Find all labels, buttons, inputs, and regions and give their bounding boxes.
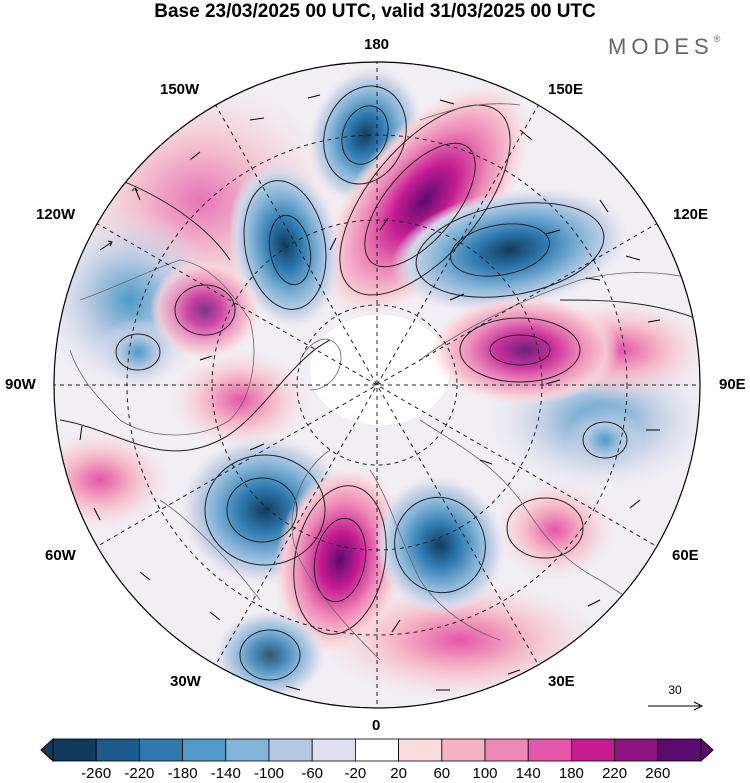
colorbar-swatch [614, 738, 659, 762]
colorbar-swatch [441, 738, 486, 762]
colorbar-tick-label: 20 [390, 765, 407, 782]
colorbar-tick-label: 180 [558, 765, 584, 782]
lon-label-60w: 60W [45, 547, 76, 564]
lon-label-90w: 90W [5, 376, 36, 393]
anomaly-low-south [215, 610, 325, 700]
lon-label-180: 180 [364, 36, 390, 53]
colorbar-tick-label: -60 [301, 765, 324, 782]
colorbar-swatch [484, 738, 529, 762]
colorbar-tick-label: -180 [167, 765, 198, 782]
colorbar-tick-label: -220 [124, 765, 155, 782]
vector-reference-arrow [648, 701, 704, 711]
colorbar-swatch [182, 738, 227, 762]
colorbar [52, 738, 702, 762]
chart-title: Base 23/03/2025 00 UTC, valid 31/03/2025… [154, 1, 596, 22]
colorbar-swatch [52, 738, 97, 762]
contours [59, 85, 700, 681]
colorbar-swatch [571, 738, 616, 762]
lon-label-120w: 120W [36, 206, 76, 223]
lon-label-90e: 90E [719, 376, 746, 393]
lon-label-150e: 150E [548, 81, 584, 98]
lon-label-30w: 30W [170, 673, 201, 690]
registered-mark: ® [713, 34, 721, 44]
anomaly-high-60e [495, 480, 615, 580]
lon-label-30e: 30E [548, 673, 575, 690]
lon-label-150w: 150W [160, 81, 200, 98]
map-border [53, 61, 701, 709]
anomaly-low-east [565, 405, 645, 475]
lon-label-120e: 120E [673, 206, 709, 223]
vector-reference-label: 30 [668, 683, 682, 697]
anomaly-high-90e [430, 295, 620, 405]
colorbar-tick-label: 100 [472, 765, 498, 782]
colorbar-swatch [354, 738, 399, 762]
colorbar-tick-label: 60 [433, 765, 451, 782]
colorbar-tick-label: 140 [515, 765, 541, 782]
colorbar-swatch [657, 738, 702, 762]
colorbar-min-extend [40, 737, 54, 763]
brand-text: MODES [608, 34, 714, 59]
graticule [54, 62, 700, 708]
colorbar-tick-label: 220 [602, 765, 628, 782]
anomaly-low-120e [391, 187, 629, 313]
anomaly-high-30w [273, 465, 407, 655]
anomaly-low-90w [98, 317, 178, 387]
colorbar-tick-label: -140 [210, 765, 241, 782]
colorbar-tick-label: -20 [344, 765, 367, 782]
map-disk [54, 62, 700, 708]
anomaly-low-150w [228, 160, 342, 330]
colorbar-tick-label: -260 [81, 765, 112, 782]
colorbar-max-extend [700, 737, 714, 763]
colorbar-swatch [268, 738, 313, 762]
colorbar-tick-label: 260 [645, 765, 671, 782]
lon-label-0: 0 [372, 717, 381, 734]
colorbar-swatch [527, 738, 572, 762]
anomaly-high-120w [150, 260, 260, 360]
colorbar-swatch [138, 738, 183, 762]
colorbar-tick-label: -100 [253, 765, 285, 782]
lon-label-60e: 60E [672, 547, 699, 564]
colorbar-swatch [398, 738, 443, 762]
colorbar-swatch [95, 738, 140, 762]
wind-vectors [79, 94, 661, 691]
modes-logo: MODES® [608, 34, 720, 60]
colorbar-swatch [225, 738, 270, 762]
colorbar-swatch [311, 738, 356, 762]
anomaly-high-150e [320, 83, 530, 317]
